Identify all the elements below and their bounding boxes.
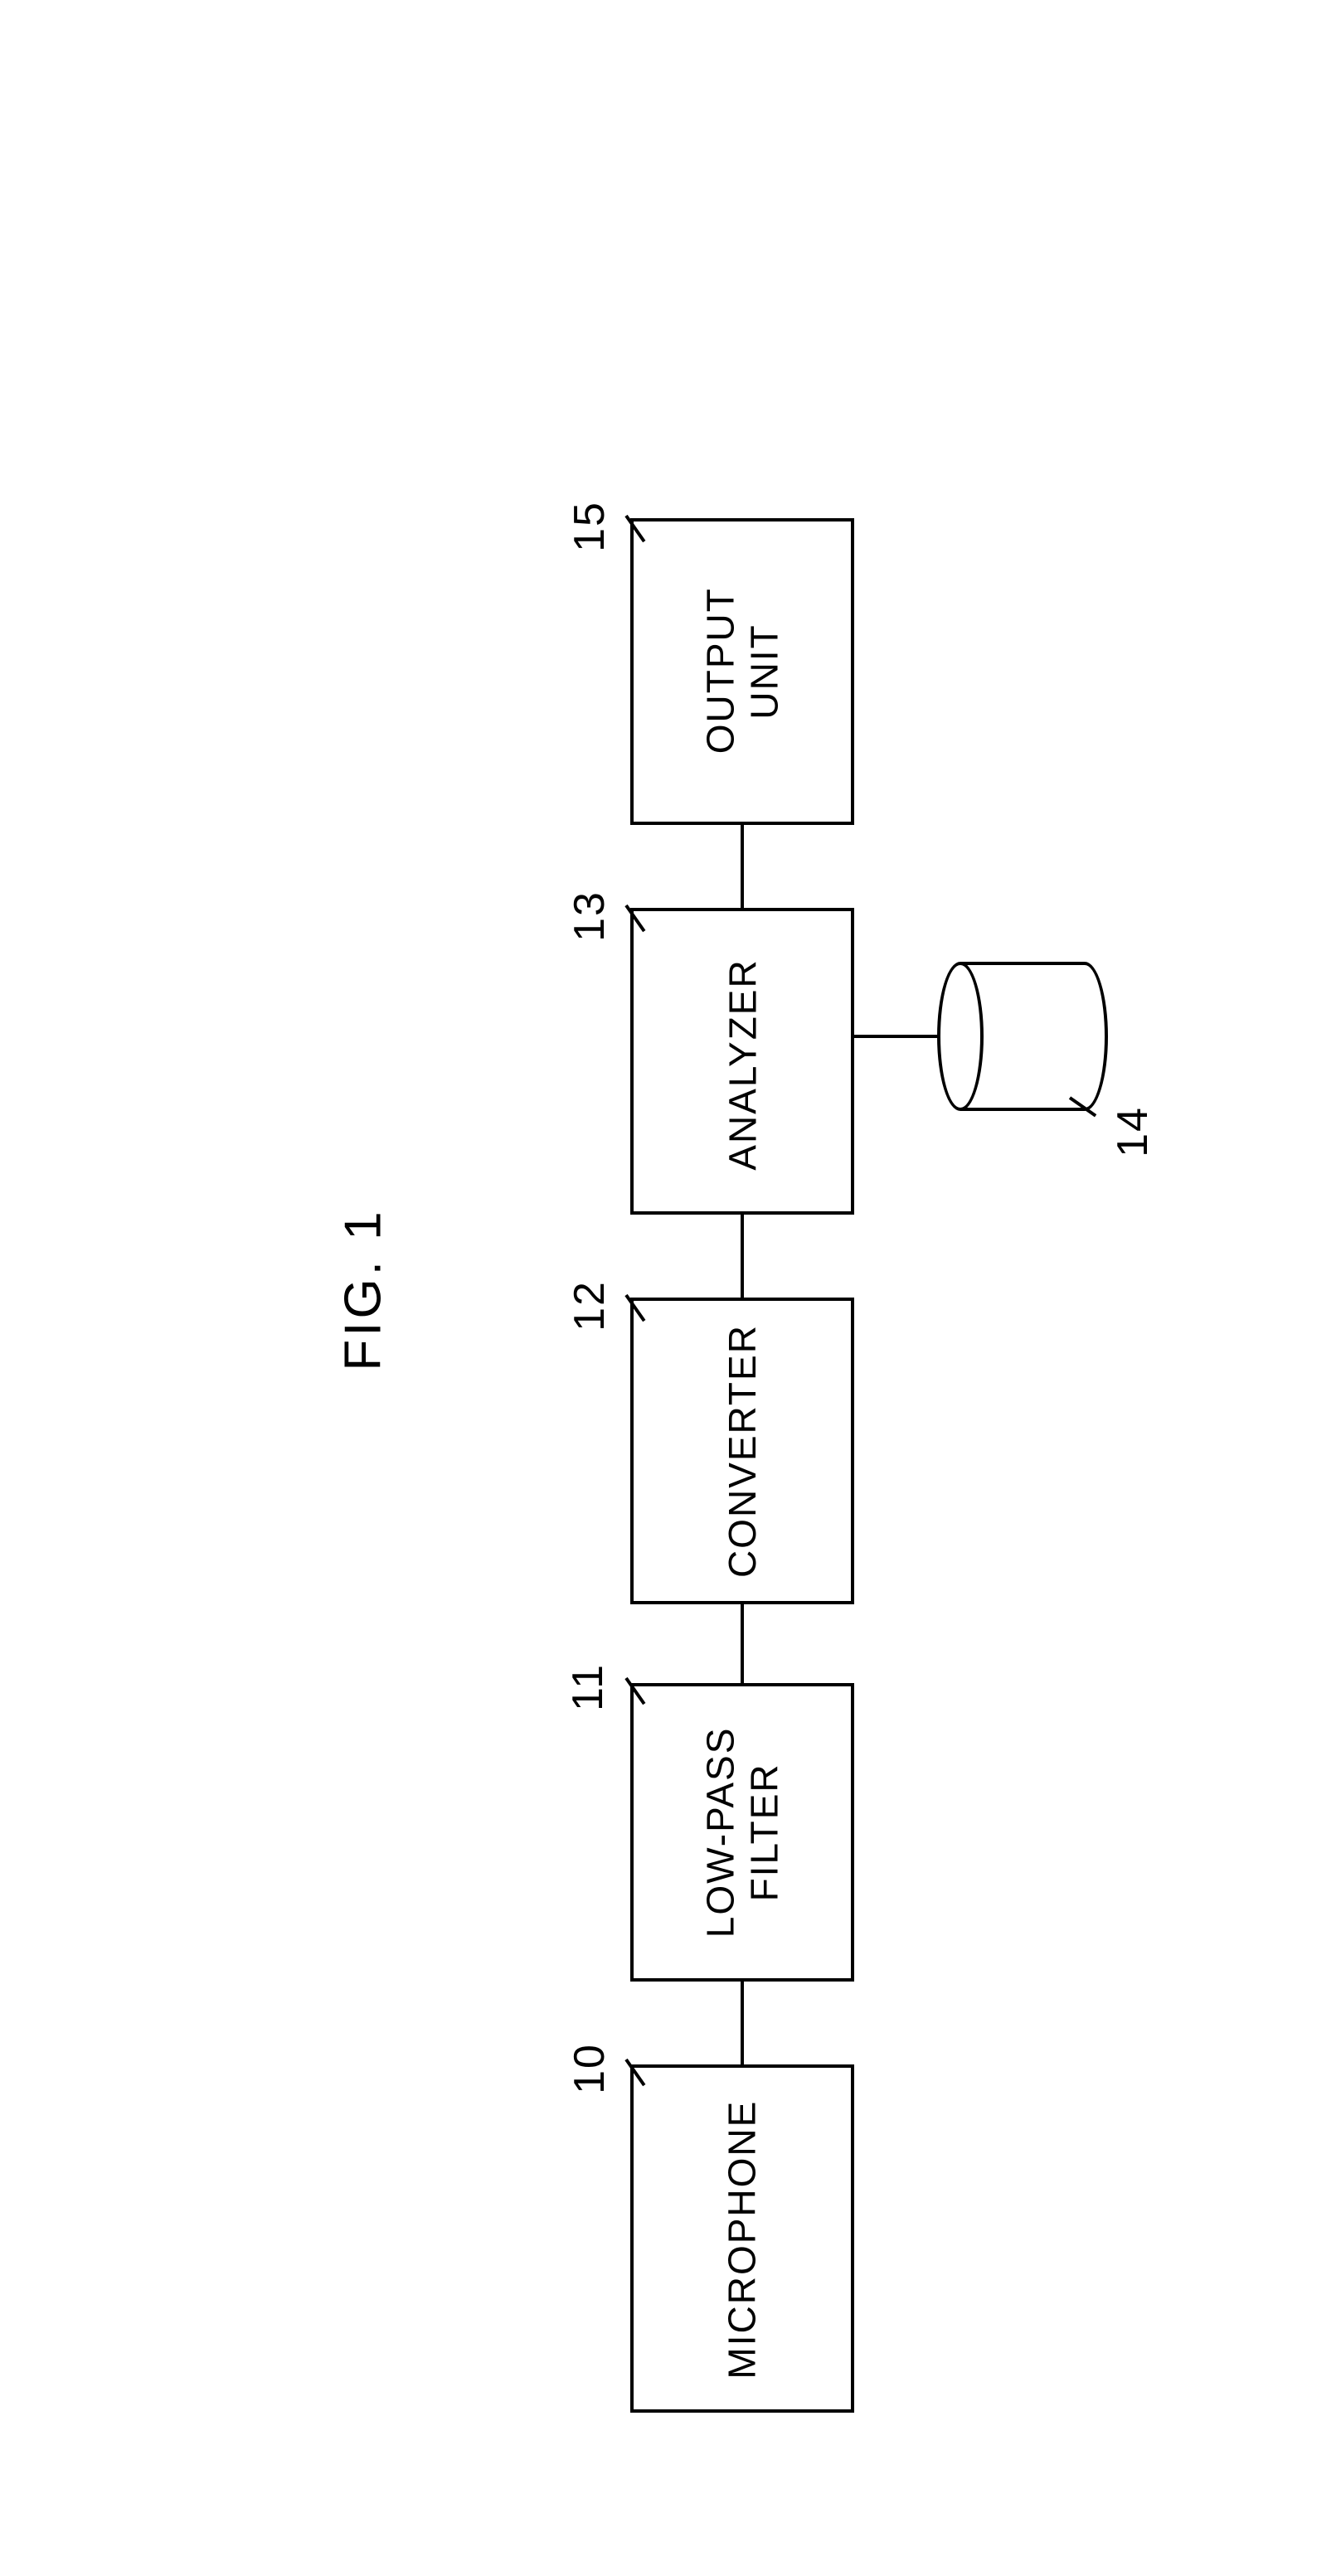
microphone-label: MICROPHONE [720,2104,765,2379]
connector-0 [741,1982,744,2064]
converter-ref: 12 [565,1280,615,1332]
connector-1 [741,1604,744,1683]
connector-3 [741,825,744,908]
analyzer-ref: 13 [565,890,615,942]
figure-title: FIG. 1 [334,1208,393,1370]
connector-2 [741,1215,744,1298]
database-ref: 14 [1108,1106,1158,1157]
output-label: OUTPUTUNIT [698,589,786,754]
microphone-ref: 10 [565,2043,615,2094]
converter-label: CONVERTER [720,1331,765,1578]
output-ref: 15 [565,501,615,552]
lowpass-ref: 11 [563,1663,613,1711]
lowpass-label: LOW-PASSFILTER [698,1723,786,1943]
connector-4 [854,1035,939,1038]
analyzer-label: ANALYZER [720,955,765,1175]
figure-canvas: FIG. 1 MICROPHONE 10 LOW-PASSFILTER 11 CONVE… [0,0,1341,2576]
database-opening [937,962,984,1111]
